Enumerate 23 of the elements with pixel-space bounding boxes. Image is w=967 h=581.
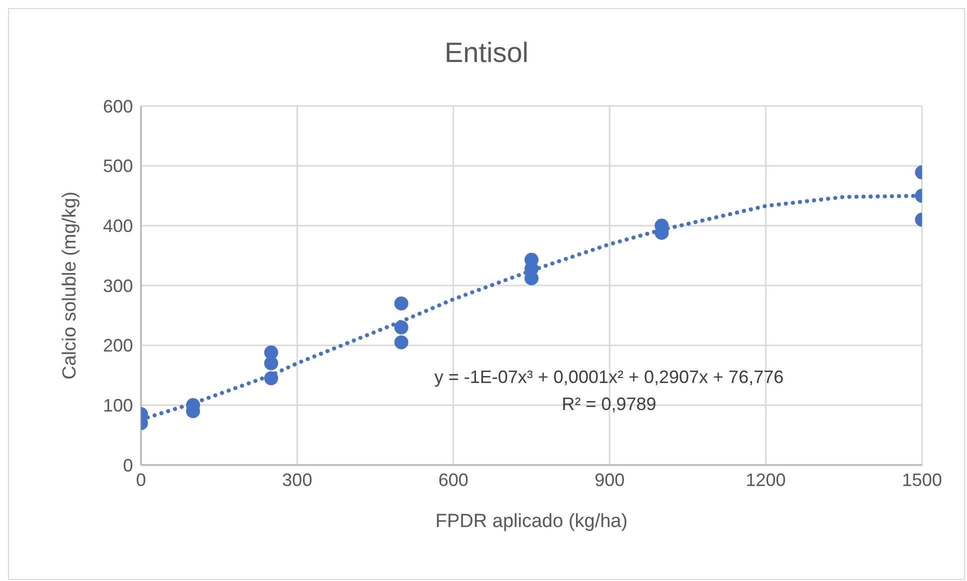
point	[394, 335, 408, 350]
y-tick-label: 500	[102, 156, 133, 176]
y-tick-label: 100	[102, 396, 133, 416]
y-tick-label: 200	[102, 336, 133, 356]
chart-title: Entisol	[443, 37, 530, 69]
annotation: y = -1E-07x³ + 0,0001x² + 0,2907x + 76,776	[433, 367, 785, 388]
x-tick-label: 900	[594, 470, 625, 490]
y-tick-label: 600	[102, 96, 133, 116]
annotation: R² = 0,9789	[560, 394, 658, 415]
point	[394, 320, 408, 334]
x-tick-label: 0	[136, 470, 146, 490]
point	[264, 356, 278, 370]
x-tick-label: 600	[438, 470, 468, 490]
x-tick-label: 1500	[902, 470, 942, 490]
y-tick-label: 0	[122, 455, 133, 476]
point	[394, 296, 408, 310]
x-axis-title: FPDR aplicado (kg/ha)	[435, 511, 628, 532]
point	[264, 371, 278, 386]
y-tick-label: 300	[102, 276, 133, 296]
y-tick-label: 400	[102, 216, 133, 236]
x-tick-label: 300	[282, 470, 312, 490]
y-axis-title: Calcio soluble (mg/kg)	[60, 192, 81, 380]
x-tick-label: 1200	[746, 470, 786, 490]
